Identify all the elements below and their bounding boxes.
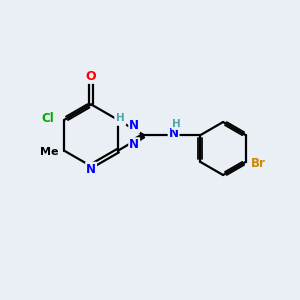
Text: N: N xyxy=(129,119,139,132)
Text: Br: Br xyxy=(251,157,266,170)
Text: N: N xyxy=(129,138,139,151)
Text: H: H xyxy=(172,119,181,129)
Text: O: O xyxy=(86,70,96,83)
Text: N: N xyxy=(115,112,125,125)
Text: Me: Me xyxy=(40,147,58,157)
Text: N: N xyxy=(169,127,178,140)
Text: H: H xyxy=(116,113,124,123)
Text: Cl: Cl xyxy=(42,112,55,125)
Text: N: N xyxy=(86,163,96,176)
